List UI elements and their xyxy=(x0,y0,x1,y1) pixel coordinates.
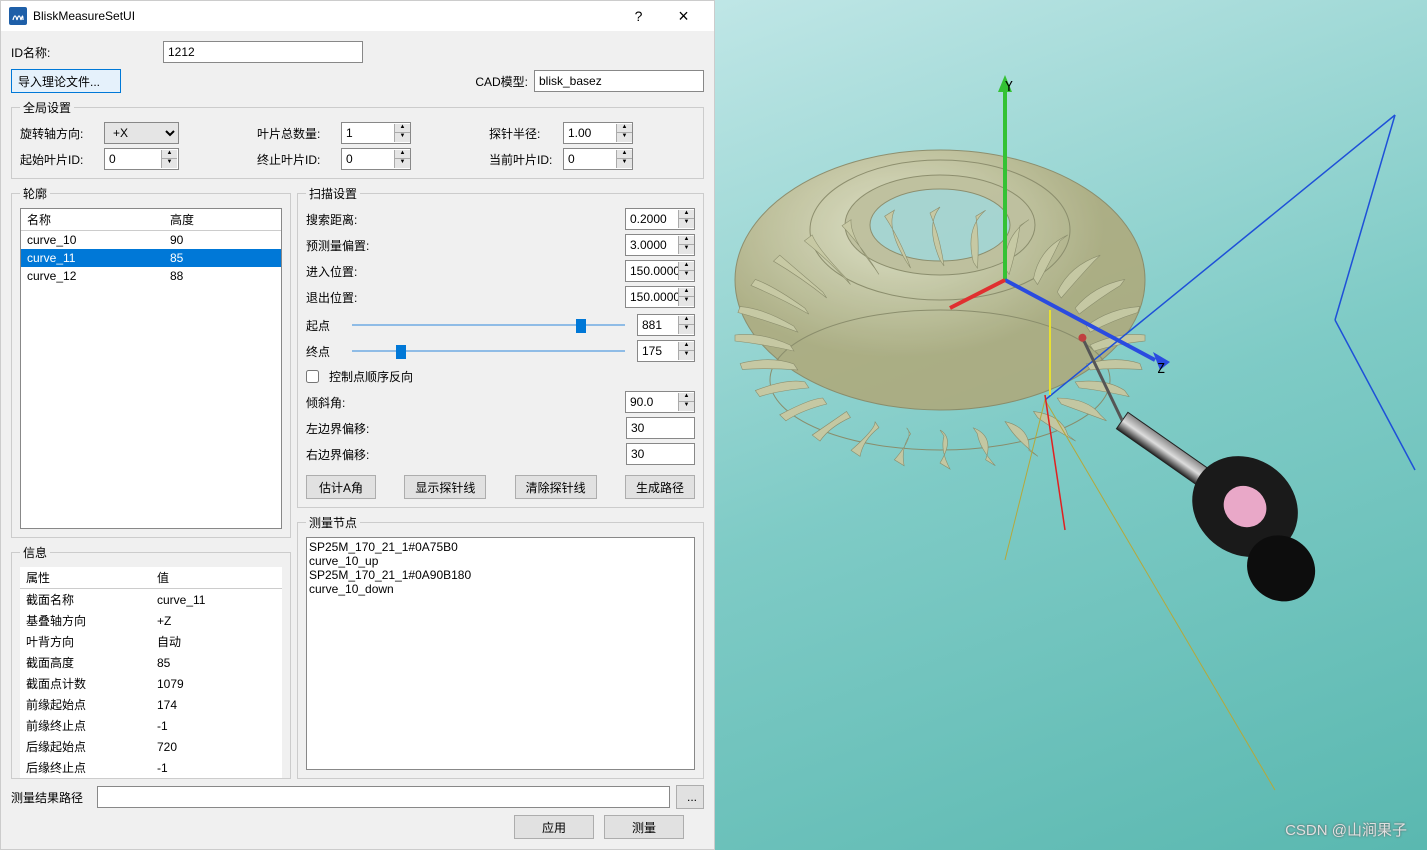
global-settings-group: 全局设置 旋转轴方向: +X 叶片总数量: ▲▼ 探针半径: ▲▼ 起始叶片ID… xyxy=(11,99,704,179)
pre-offset-label: 预测量偏置: xyxy=(306,237,386,254)
close-button[interactable]: × xyxy=(661,1,706,31)
table-row: 前缘起始点174 xyxy=(20,694,282,715)
cad-model-label: CAD模型: xyxy=(475,73,528,90)
right-off-label: 右边界偏移: xyxy=(306,446,386,463)
import-theory-button[interactable]: 导入理论文件... xyxy=(11,69,121,93)
titlebar: BliskMeasureSetUI ? × xyxy=(1,1,714,31)
start-pt-slider[interactable] xyxy=(352,315,625,335)
enter-pos-label: 进入位置: xyxy=(306,263,386,280)
cad-model-input[interactable] xyxy=(534,70,704,92)
axis-z-label: Z xyxy=(1157,362,1165,377)
watermark: CSDN @山涧果子 xyxy=(1285,819,1407,840)
table-row: 后缘终止点-1 xyxy=(20,757,282,778)
info-table: 属性 值 截面名称curve_11基叠轴方向+Z叶背方向自动截面高度85截面点计… xyxy=(20,567,282,778)
table-row[interactable]: curve_1090 xyxy=(21,231,281,250)
exit-pos-label: 退出位置: xyxy=(306,289,386,306)
table-row: 截面名称curve_11 xyxy=(20,589,282,611)
id-name-input[interactable] xyxy=(163,41,363,63)
list-item[interactable]: SP25M_170_21_1#0A75B0 xyxy=(309,540,692,554)
profiles-legend: 轮廓 xyxy=(20,185,50,202)
gen-path-button[interactable]: 生成路径 xyxy=(625,475,695,499)
table-row: 后缘起始点720 xyxy=(20,736,282,757)
info-col-prop: 属性 xyxy=(20,567,151,589)
rot-axis-label: 旋转轴方向: xyxy=(20,125,90,142)
info-group: 信息 属性 值 截面名称curve_11基叠轴方向+Z叶背方向自动截面高度85截… xyxy=(11,544,291,779)
start-pt-spin[interactable]: ▲▼ xyxy=(637,314,695,336)
end-pt-label: 终点 xyxy=(306,343,346,360)
end-pt-slider[interactable] xyxy=(352,341,625,361)
probe-radius-label: 探针半径: xyxy=(489,125,549,142)
start-pt-label: 起点 xyxy=(306,317,346,334)
tilt-spin[interactable]: ▲▼ xyxy=(625,391,695,413)
reverse-cp-label: 控制点顺序反向 xyxy=(329,368,413,385)
scene-svg xyxy=(715,0,1427,850)
end-pt-spin[interactable]: ▲▼ xyxy=(637,340,695,362)
list-item[interactable]: curve_10_down xyxy=(309,582,692,596)
clear-probe-button[interactable]: 清除探针线 xyxy=(515,475,597,499)
result-path-label: 测量结果路径 xyxy=(11,789,91,806)
show-probe-button[interactable]: 显示探针线 xyxy=(404,475,486,499)
left-off-label: 左边界偏移: xyxy=(306,420,386,437)
table-row: 基叠轴方向+Z xyxy=(20,610,282,631)
viewport-3d[interactable]: Y Z CSDN @山涧果子 xyxy=(715,0,1427,850)
list-item[interactable]: SP25M_170_21_1#0A90B180 xyxy=(309,568,692,582)
info-legend: 信息 xyxy=(20,544,50,561)
end-blade-spin[interactable]: ▲▼ xyxy=(341,148,411,170)
col-height: 高度 xyxy=(164,209,281,231)
list-item[interactable]: curve_10_up xyxy=(309,554,692,568)
reverse-cp-checkbox[interactable] xyxy=(306,370,319,383)
rot-axis-select[interactable]: +X xyxy=(104,122,179,144)
help-button[interactable]: ? xyxy=(616,1,661,31)
table-row: 截面高度85 xyxy=(20,652,282,673)
end-blade-label: 终止叶片ID: xyxy=(257,151,327,168)
right-off-input[interactable] xyxy=(626,443,695,465)
info-col-val: 值 xyxy=(151,567,282,589)
global-legend: 全局设置 xyxy=(20,99,74,116)
blade-count-label: 叶片总数量: xyxy=(257,125,327,142)
apply-button[interactable]: 应用 xyxy=(514,815,594,839)
scan-legend: 扫描设置 xyxy=(306,185,360,202)
search-dist-label: 搜索距离: xyxy=(306,211,386,228)
window-title: BliskMeasureSetUI xyxy=(33,9,616,23)
table-row[interactable]: curve_1185 xyxy=(21,249,281,267)
enter-pos-spin[interactable]: ▲▼ xyxy=(625,260,695,282)
cur-blade-label: 当前叶片ID: xyxy=(489,151,549,168)
table-row: 前缘终止点-1 xyxy=(20,715,282,736)
id-name-label: ID名称: xyxy=(11,44,91,61)
est-a-button[interactable]: 估计A角 xyxy=(306,475,376,499)
scan-settings-group: 扫描设置 搜索距离: ▲▼ 预测量偏置: ▲▼ 进入位置: ▲▼ 退出位置: ▲▼ 起点… xyxy=(297,185,704,508)
axis-y-label: Y xyxy=(1005,80,1013,95)
nodes-legend: 测量节点 xyxy=(306,514,360,531)
start-blade-spin[interactable]: ▲▼ xyxy=(104,148,179,170)
exit-pos-spin[interactable]: ▲▼ xyxy=(625,286,695,308)
left-off-input[interactable] xyxy=(626,417,695,439)
profiles-table[interactable]: 名称 高度 curve_1090curve_1185curve_1288 xyxy=(21,209,281,285)
table-row: 叶背方向自动 xyxy=(20,631,282,652)
col-name: 名称 xyxy=(21,209,164,231)
probe-radius-spin[interactable]: ▲▼ xyxy=(563,122,633,144)
table-row: 截面点计数1079 xyxy=(20,673,282,694)
nodes-list[interactable]: SP25M_170_21_1#0A75B0curve_10_upSP25M_17… xyxy=(306,537,695,770)
table-row[interactable]: curve_1288 xyxy=(21,267,281,285)
profiles-group: 轮廓 名称 高度 curve_1090curve_1185curve_1288 xyxy=(11,185,291,538)
blade-count-spin[interactable]: ▲▼ xyxy=(341,122,411,144)
cur-blade-spin[interactable]: ▲▼ xyxy=(563,148,633,170)
start-blade-label: 起始叶片ID: xyxy=(20,151,90,168)
tilt-label: 倾斜角: xyxy=(306,394,386,411)
measure-button[interactable]: 测量 xyxy=(604,815,684,839)
pre-offset-spin[interactable]: ▲▼ xyxy=(625,234,695,256)
nodes-group: 测量节点 SP25M_170_21_1#0A75B0curve_10_upSP2… xyxy=(297,514,704,779)
result-path-input[interactable] xyxy=(97,786,670,808)
search-dist-spin[interactable]: ▲▼ xyxy=(625,208,695,230)
app-icon xyxy=(9,7,27,25)
browse-button[interactable]: ... xyxy=(676,785,704,809)
dialog: BliskMeasureSetUI ? × ID名称: 导入理论文件... CA… xyxy=(0,0,715,850)
